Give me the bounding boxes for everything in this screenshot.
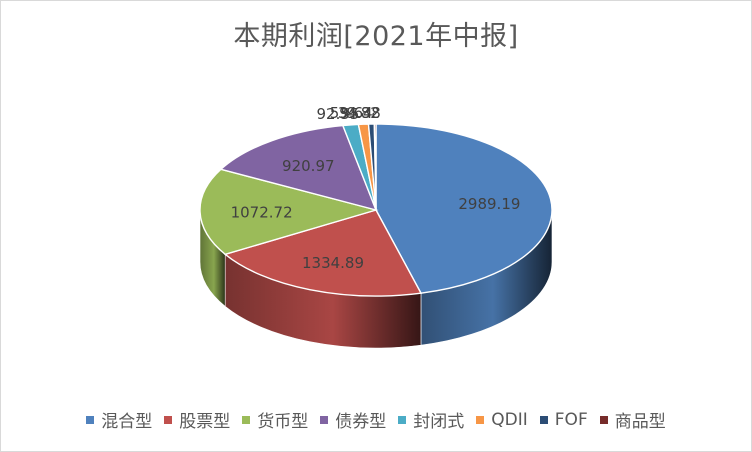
legend-label-1: 股票型 bbox=[179, 412, 231, 432]
pie-slice-3 bbox=[219, 124, 378, 212]
data-label-7: 9.82 bbox=[346, 104, 379, 122]
legend-swatch-1 bbox=[164, 415, 173, 424]
legend-swatch-2 bbox=[242, 415, 251, 424]
legend-item-5: QDII bbox=[476, 410, 528, 430]
legend-swatch-6 bbox=[539, 415, 548, 424]
pie-slice-2 bbox=[199, 168, 379, 256]
data-labels: 2989.19 1334.89 1072.72 920.97 92.5559.6434.… bbox=[231, 104, 521, 272]
legend-item-3: 债券型 bbox=[320, 407, 386, 432]
legend-swatch-3 bbox=[320, 415, 329, 424]
data-label-0: 2989.19 bbox=[458, 195, 520, 213]
legend-label-5: QDII bbox=[491, 409, 528, 430]
data-label-6: 34.38 bbox=[338, 104, 381, 122]
legend-label-2: 货币型 bbox=[257, 412, 309, 432]
legend-label-0: 混合型 bbox=[101, 412, 153, 432]
legend-swatch-7 bbox=[599, 415, 608, 424]
data-label-1: 1334.89 bbox=[302, 254, 364, 272]
legend-swatch-0 bbox=[86, 415, 95, 424]
legend-label-3: 债券型 bbox=[335, 412, 387, 432]
legend-item-7: 商品型 bbox=[599, 407, 666, 432]
legend-swatch-5 bbox=[476, 415, 485, 424]
legend-item-6: FOF bbox=[539, 409, 588, 430]
pie-slice-0 bbox=[375, 123, 553, 294]
chart-title: 本期利润[2021年中报] bbox=[233, 21, 519, 52]
legend-item-1: 股票型 bbox=[164, 407, 230, 432]
legend-label-4: 封闭式 bbox=[413, 412, 465, 432]
pie-slice-7 bbox=[373, 123, 377, 211]
legend-swatch-4 bbox=[398, 415, 407, 424]
pie-slices bbox=[199, 123, 553, 297]
data-label-2: 1072.72 bbox=[231, 203, 293, 221]
legend-item-0: 混合型 bbox=[86, 407, 152, 432]
legend-label-7: 商品型 bbox=[614, 412, 666, 432]
data-label-3: 920.97 bbox=[282, 157, 335, 175]
pie-slice-1 bbox=[223, 209, 423, 297]
legend-label-6: FOF bbox=[554, 409, 588, 430]
data-label-5: 59.64 bbox=[330, 104, 373, 122]
legend-item-4: 封闭式 bbox=[398, 407, 464, 432]
legend: 混合型 股票型 货币型 债券型 封闭式 QDII FOF 商品型 bbox=[0, 407, 752, 432]
data-label-4: 92.55 bbox=[317, 105, 360, 123]
legend-item-2: 货币型 bbox=[242, 407, 308, 432]
